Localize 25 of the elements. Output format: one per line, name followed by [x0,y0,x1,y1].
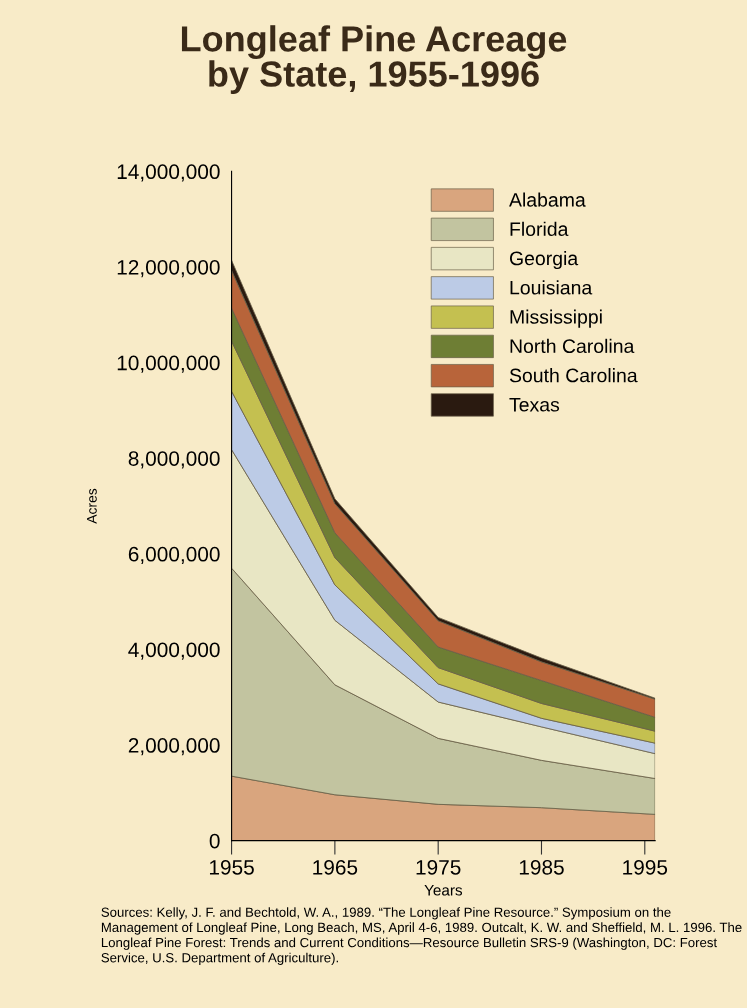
x-tick-label: 1995 [623,859,668,875]
legend-label: Texas [509,398,560,412]
legend-label: Mississippi [510,309,602,328]
legend-label: South Carolina [509,368,638,383]
y-tick-label: 14,000,000 [117,164,220,182]
y-axis-title: Acres [87,488,97,524]
legend-label: Florida [510,221,569,237]
y-tick-label: 8,000,000 [128,451,220,469]
legend-label: North Carolina [510,338,635,354]
x-tick-label: 1985 [519,859,564,875]
x-tick-label: 1975 [416,859,461,875]
y-tick-label: 4,000,000 [128,642,220,660]
x-tick-label: 1955 [209,859,254,875]
y-tick-label: 10,000,000 [117,355,220,373]
x-axis-title: Years [424,884,463,896]
legend-label: Alabama [509,192,586,207]
legend-label: Georgia [509,250,579,270]
y-tick-label: 0 [209,833,220,849]
source-note: Sources: Kelly, J. F. and Bechtold, W. A., 1989. “The Longleaf Pine Resource.” Symposium on the Management of Longleaf Pine, Long Beach, MS, April 4-6, 1989. Outcalt, K. W. and Sheffield, M. L. 1996. The Longleaf Pine Forest: Trends and Current Conditions—Resource Bulletin SRS-9 (Washington, DC: Forest Service, U.S. Department of Agriculture). [101,907,742,965]
legend-label: Louisiana [510,280,593,295]
y-tick-label: 6,000,000 [128,546,220,565]
y-tick-label: 2,000,000 [128,738,220,756]
y-tick-label: 12,000,000 [117,259,220,278]
x-tick-label: 1965 [313,859,358,875]
chart-title: Longleaf Pine Acreage by State, 1955-1996 [181,25,567,94]
